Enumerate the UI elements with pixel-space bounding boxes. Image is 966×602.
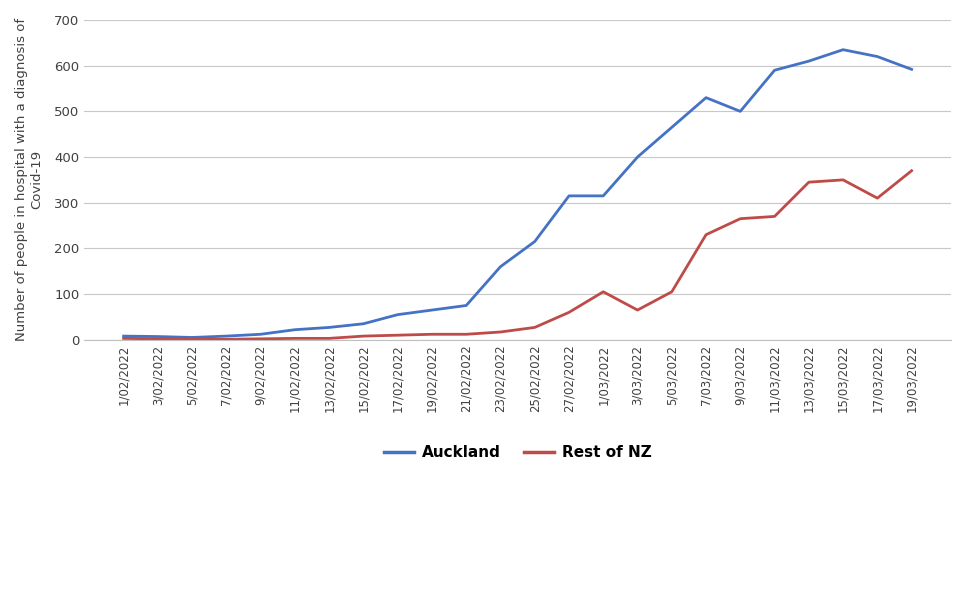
Auckland <box>426 306 438 314</box>
Rest of NZ <box>597 288 609 296</box>
Auckland <box>186 334 198 341</box>
Rest of NZ <box>357 332 369 340</box>
Rest of NZ <box>666 288 677 296</box>
Auckland <box>597 192 609 199</box>
Auckland <box>118 332 129 340</box>
Rest of NZ <box>838 176 849 184</box>
Auckland <box>324 324 335 331</box>
Auckland <box>563 192 575 199</box>
Rest of NZ <box>632 306 643 314</box>
Rest of NZ <box>186 336 198 343</box>
Rest of NZ <box>803 179 814 186</box>
Rest of NZ <box>734 215 746 222</box>
Rest of NZ <box>392 332 404 339</box>
Auckland <box>803 58 814 65</box>
Auckland <box>769 67 781 74</box>
Auckland <box>666 124 677 131</box>
Rest of NZ <box>495 328 506 335</box>
Auckland <box>871 53 883 60</box>
Rest of NZ <box>700 231 712 238</box>
Auckland <box>632 154 643 161</box>
Rest of NZ <box>529 324 541 331</box>
Auckland <box>700 94 712 101</box>
Auckland <box>906 66 918 73</box>
Auckland <box>289 326 300 334</box>
Auckland <box>152 333 163 340</box>
Rest of NZ <box>563 309 575 316</box>
Rest of NZ <box>461 330 472 338</box>
Rest of NZ <box>324 335 335 342</box>
Y-axis label: Number of people in hospital with a diagnosis of
Covid-19: Number of people in hospital with a diag… <box>15 18 43 341</box>
Legend: Auckland, Rest of NZ: Auckland, Rest of NZ <box>378 439 658 467</box>
Rest of NZ <box>289 335 300 342</box>
Rest of NZ <box>769 213 781 220</box>
Rest of NZ <box>220 336 232 343</box>
Auckland <box>838 46 849 54</box>
Line: Rest of NZ: Rest of NZ <box>124 171 912 340</box>
Auckland <box>461 302 472 309</box>
Auckland <box>392 311 404 318</box>
Auckland <box>734 108 746 115</box>
Rest of NZ <box>871 194 883 202</box>
Auckland <box>529 238 541 245</box>
Line: Auckland: Auckland <box>124 50 912 338</box>
Rest of NZ <box>152 335 163 343</box>
Auckland <box>255 330 267 338</box>
Rest of NZ <box>906 167 918 175</box>
Auckland <box>220 332 232 340</box>
Rest of NZ <box>255 335 267 343</box>
Auckland <box>495 263 506 270</box>
Auckland <box>357 320 369 327</box>
Rest of NZ <box>118 335 129 342</box>
Rest of NZ <box>426 330 438 338</box>
